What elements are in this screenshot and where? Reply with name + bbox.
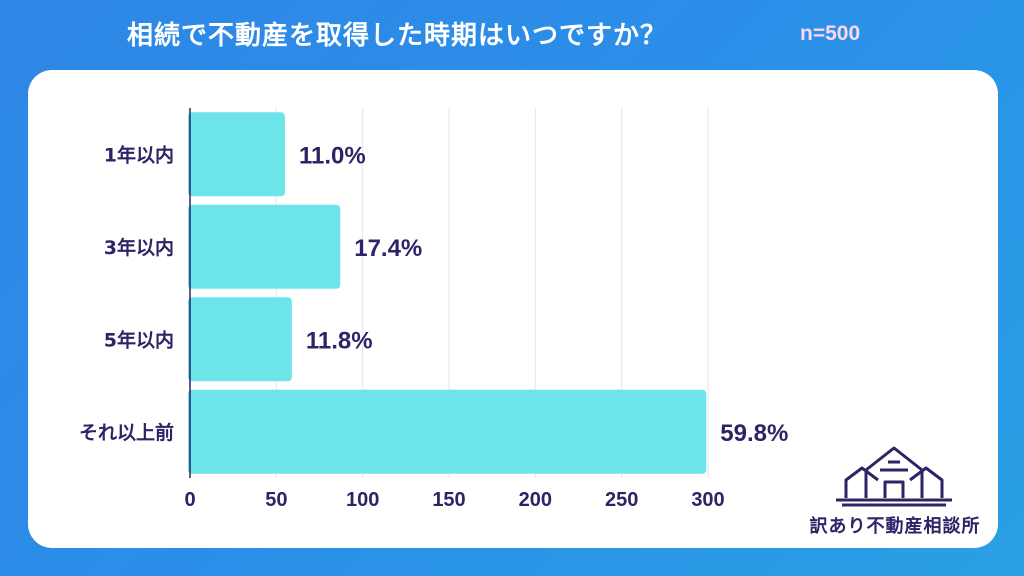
bar bbox=[188, 204, 341, 289]
x-tick-label: 200 bbox=[519, 489, 552, 511]
header: 相続で不動産を取得した時期はいつですか？ n=500 bbox=[0, 0, 1024, 70]
x-tick-label: 50 bbox=[265, 489, 287, 511]
x-tick-label: 0 bbox=[184, 489, 195, 511]
brand-name: 訳あり不動産相談所 bbox=[809, 516, 981, 537]
house-logo-icon bbox=[836, 446, 952, 507]
bar bbox=[188, 112, 285, 197]
data-label: 11.0% bbox=[299, 142, 366, 169]
category-label: 5年以内 bbox=[104, 328, 174, 351]
category-label: それ以上前 bbox=[79, 421, 174, 444]
category-label: 3年以内 bbox=[104, 236, 174, 259]
sample-size: n=500 bbox=[800, 22, 861, 45]
category-label: 1年以内 bbox=[104, 143, 174, 166]
data-label: 11.8% bbox=[306, 327, 373, 354]
bar bbox=[188, 297, 292, 382]
bar bbox=[188, 389, 707, 474]
x-tick-label: 100 bbox=[346, 489, 379, 511]
x-tick-label: 150 bbox=[432, 489, 465, 511]
x-tick-label: 300 bbox=[691, 489, 724, 511]
data-label: 59.8% bbox=[720, 420, 788, 447]
x-tick-label: 250 bbox=[605, 489, 638, 511]
data-label: 17.4% bbox=[354, 235, 422, 262]
chart-title: 相続で不動産を取得した時期はいつですか？ bbox=[127, 21, 668, 51]
brand-logo: 訳あり不動産相談所 bbox=[800, 440, 990, 540]
